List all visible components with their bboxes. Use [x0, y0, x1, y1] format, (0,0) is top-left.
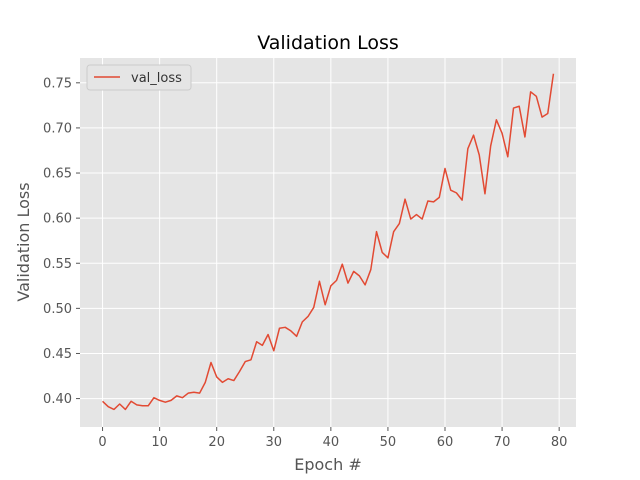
legend-box: [86, 64, 192, 91]
y-tick-label: 0.45: [43, 347, 72, 362]
x-tick-label: 40: [323, 435, 340, 450]
legend: val_loss: [86, 64, 192, 91]
x-tick-label: 80: [551, 435, 568, 450]
series-line-val-loss: [102, 73, 555, 411]
y-axis-ticks: 0.40 0.45 0.50 0.55 0.60 0.65 0.70 0.75: [43, 76, 80, 407]
y-tick-label: 0.75: [43, 76, 72, 91]
x-tick-label: 20: [208, 435, 225, 450]
series-layer: [102, 73, 555, 411]
y-tick-label: 0.70: [43, 121, 72, 136]
x-tick-label: 0: [98, 435, 106, 450]
y-tick-label: 0.65: [43, 167, 72, 182]
legend-label-val-loss: val_loss: [131, 71, 182, 86]
y-tick-label: 0.60: [43, 212, 72, 227]
y-tick-label: 0.55: [43, 257, 72, 272]
x-tick-label: 10: [151, 435, 168, 450]
y-grid-lines: [80, 82, 576, 400]
x-tick-label: 50: [380, 435, 397, 450]
x-tick-label: 30: [266, 435, 283, 450]
y-tick-label: 0.50: [43, 302, 72, 317]
chart-title: Validation Loss: [257, 32, 399, 54]
y-axis-title: Validation Loss: [14, 182, 33, 301]
x-axis-ticks: 0 10 20 30 40 50 60 70 80: [98, 427, 567, 450]
x-tick-label: 60: [437, 435, 454, 450]
plot-area: [80, 58, 576, 427]
y-tick-label: 0.40: [43, 392, 72, 407]
x-tick-label: 70: [494, 435, 511, 450]
x-grid-lines: [102, 58, 560, 427]
x-axis-title: Epoch #: [294, 455, 361, 474]
